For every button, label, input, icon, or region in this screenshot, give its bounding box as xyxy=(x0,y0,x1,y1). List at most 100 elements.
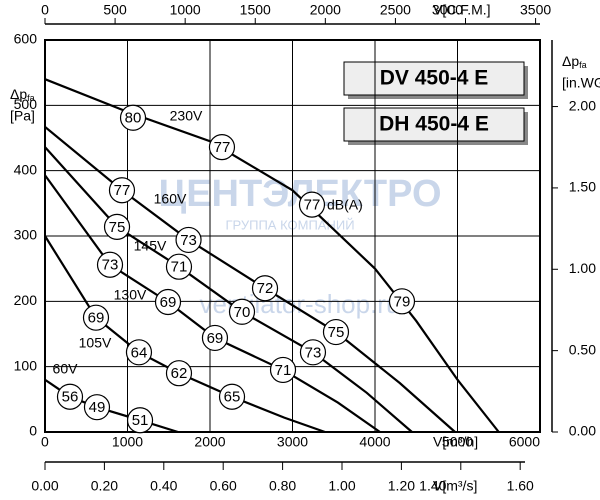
sound-marker xyxy=(218,383,246,410)
x3-tick-label: 1.20 xyxy=(388,478,415,494)
x-tick-label: 2000 xyxy=(194,434,225,450)
x3-tick-label: 0.00 xyxy=(31,478,58,494)
sound-level: 51 xyxy=(132,412,149,429)
sound-level: 69 xyxy=(88,310,105,327)
sound-unit: dB(A) xyxy=(327,196,363,212)
sound-level: 56 xyxy=(62,389,79,406)
sound-level: 70 xyxy=(234,304,251,321)
x-tick-label: 5000 xyxy=(442,434,473,450)
sound-level: 77 xyxy=(304,197,321,214)
sound-marker xyxy=(269,356,297,384)
y-tick-label: 400 xyxy=(14,161,38,177)
sound-marker xyxy=(125,339,153,366)
sound-level: 77 xyxy=(214,139,231,156)
title-box xyxy=(343,107,525,142)
sound-marker xyxy=(251,275,279,302)
x-tick-label: 0 xyxy=(41,434,49,450)
sound-marker xyxy=(119,104,147,131)
sound-marker xyxy=(83,394,111,421)
axis-label-sub: fa xyxy=(579,60,587,70)
y2-tick-label: 2.00 xyxy=(569,97,596,113)
y-tick-label: 300 xyxy=(14,227,38,243)
y-tick-label: 0 xyxy=(29,423,37,439)
sound-level: 69 xyxy=(207,330,224,347)
y-tick-label: 600 xyxy=(14,31,38,47)
sound-marker xyxy=(228,298,256,325)
sound-level: 79 xyxy=(394,293,411,310)
chart-title: DH 450-4 E xyxy=(379,113,489,136)
sound-marker xyxy=(165,360,193,387)
sound-marker xyxy=(165,253,193,280)
x2-tick-label: 1000 xyxy=(170,2,201,18)
sound-marker xyxy=(208,134,236,161)
series-label: 160V xyxy=(154,191,187,207)
sound-marker xyxy=(175,226,202,254)
title-box xyxy=(343,61,525,96)
series-label: 145V xyxy=(134,238,167,254)
axis-label-unit: [in.WG] xyxy=(562,75,600,91)
sound-marker xyxy=(322,318,350,346)
sound-marker xyxy=(103,213,131,240)
axis-label-unit: [Pa] xyxy=(10,108,35,124)
sound-marker xyxy=(388,288,416,315)
watermark: ГРУППА КОМПАНИЙ xyxy=(225,217,354,232)
x3-axis-label: V[m³/s] xyxy=(433,478,477,494)
y-tick-label: 500 xyxy=(14,96,38,112)
sound-level: 69 xyxy=(160,294,177,311)
axis-label-main: Δp xyxy=(10,86,27,102)
sound-level: 73 xyxy=(102,257,119,274)
y2-tick-label: 1.50 xyxy=(569,179,596,195)
x2-tick-label: 1500 xyxy=(240,2,271,18)
y-tick-label: 100 xyxy=(14,357,38,373)
sound-level: 75 xyxy=(328,324,345,341)
sound-marker xyxy=(82,304,110,331)
sound-marker xyxy=(201,324,229,352)
sound-marker xyxy=(298,191,326,218)
sound-level: 80 xyxy=(125,110,142,127)
x2-tick-label: 0 xyxy=(41,2,49,18)
x-tick-label: 3000 xyxy=(277,434,308,450)
x-tick-label: 1000 xyxy=(112,434,143,450)
x2-tick-label: 500 xyxy=(103,2,127,18)
x3-tick-label: 1.60 xyxy=(507,478,534,494)
x3-tick-label: 0.60 xyxy=(210,478,237,494)
series-label: 230V xyxy=(170,108,203,124)
sound-marker xyxy=(126,407,154,434)
x2-tick-label: 2000 xyxy=(310,2,341,18)
sound-level: 71 xyxy=(171,259,188,276)
x-tick-label: 4000 xyxy=(359,434,390,450)
sound-level: 62 xyxy=(171,365,188,382)
sound-level: 73 xyxy=(180,232,197,249)
y2-tick-label: 0.00 xyxy=(569,423,596,439)
series-label: 130V xyxy=(114,287,147,303)
series-label: 105V xyxy=(79,335,112,351)
x3-tick-label: 1.00 xyxy=(328,478,355,494)
x3-tick-label: 0.40 xyxy=(150,478,177,494)
sound-level: 71 xyxy=(275,362,292,379)
chart-title: DV 450-4 E xyxy=(380,67,489,90)
sound-level: 72 xyxy=(257,280,274,297)
sound-level: 49 xyxy=(89,399,106,416)
sound-level: 77 xyxy=(114,182,131,199)
x3-tick-label: 0.20 xyxy=(91,478,118,494)
sound-marker xyxy=(299,339,327,366)
axis-label-main: Δp xyxy=(562,53,579,69)
axis-label-sub: fa xyxy=(27,93,35,103)
sound-marker xyxy=(96,251,124,278)
x-tick-label: 6000 xyxy=(509,434,540,450)
x2-tick-label: 3500 xyxy=(520,2,551,18)
sound-marker xyxy=(154,288,182,316)
axis-label: Δpfa xyxy=(562,53,587,71)
sound-level: 64 xyxy=(131,344,148,361)
series-label: 60V xyxy=(53,361,79,377)
x3-tick-label: 0.80 xyxy=(269,478,296,494)
sound-level: 73 xyxy=(305,344,322,361)
axis-label: Δpfa xyxy=(10,86,35,104)
x2-tick-label: 2500 xyxy=(380,2,411,18)
x2-tick-label: 3000 xyxy=(432,2,463,18)
y2-tick-label: 0.50 xyxy=(569,341,596,357)
sound-marker xyxy=(108,177,136,204)
x-axis-label: V[m³/h] xyxy=(433,434,478,450)
y2-tick-label: 1.00 xyxy=(569,260,596,276)
